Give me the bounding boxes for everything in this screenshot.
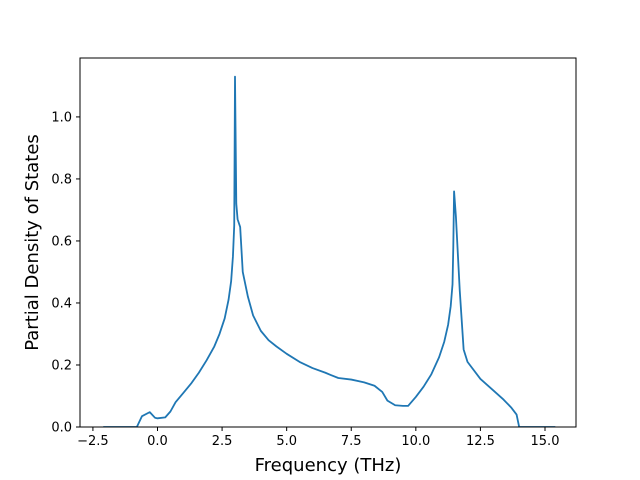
series-line-0 <box>103 75 556 427</box>
y-tick-label: 0.0 <box>51 421 72 436</box>
x-axis-label: Frequency (THz) <box>255 455 402 476</box>
x-tick-label: 2.5 <box>212 434 233 449</box>
x-tick-label: 5.0 <box>276 434 297 449</box>
y-tick-label: 0.6 <box>51 234 72 249</box>
x-tick-label: −2.5 <box>77 434 109 449</box>
x-tick-label: 15.0 <box>531 434 560 449</box>
y-tick-label: 0.2 <box>51 358 72 373</box>
y-tick-label: 0.4 <box>51 296 72 311</box>
x-tick-label: 10.0 <box>401 434 430 449</box>
x-tick-label: 0.0 <box>147 434 168 449</box>
ticks-layer: −2.5 0.0 2.5 5.0 7.5 10.0 12.5 15.0 0.0 0.2 0.4 0.6… <box>51 110 559 449</box>
plot-frame <box>79 57 577 428</box>
y-tick-label: 1.0 <box>51 110 72 125</box>
y-axis-label: Partial Density of States <box>22 134 43 351</box>
x-tick-label: 7.5 <box>341 434 362 449</box>
series-layer <box>103 75 556 427</box>
y-tick-label: 0.8 <box>51 172 72 187</box>
x-tick-label: 12.5 <box>466 434 495 449</box>
